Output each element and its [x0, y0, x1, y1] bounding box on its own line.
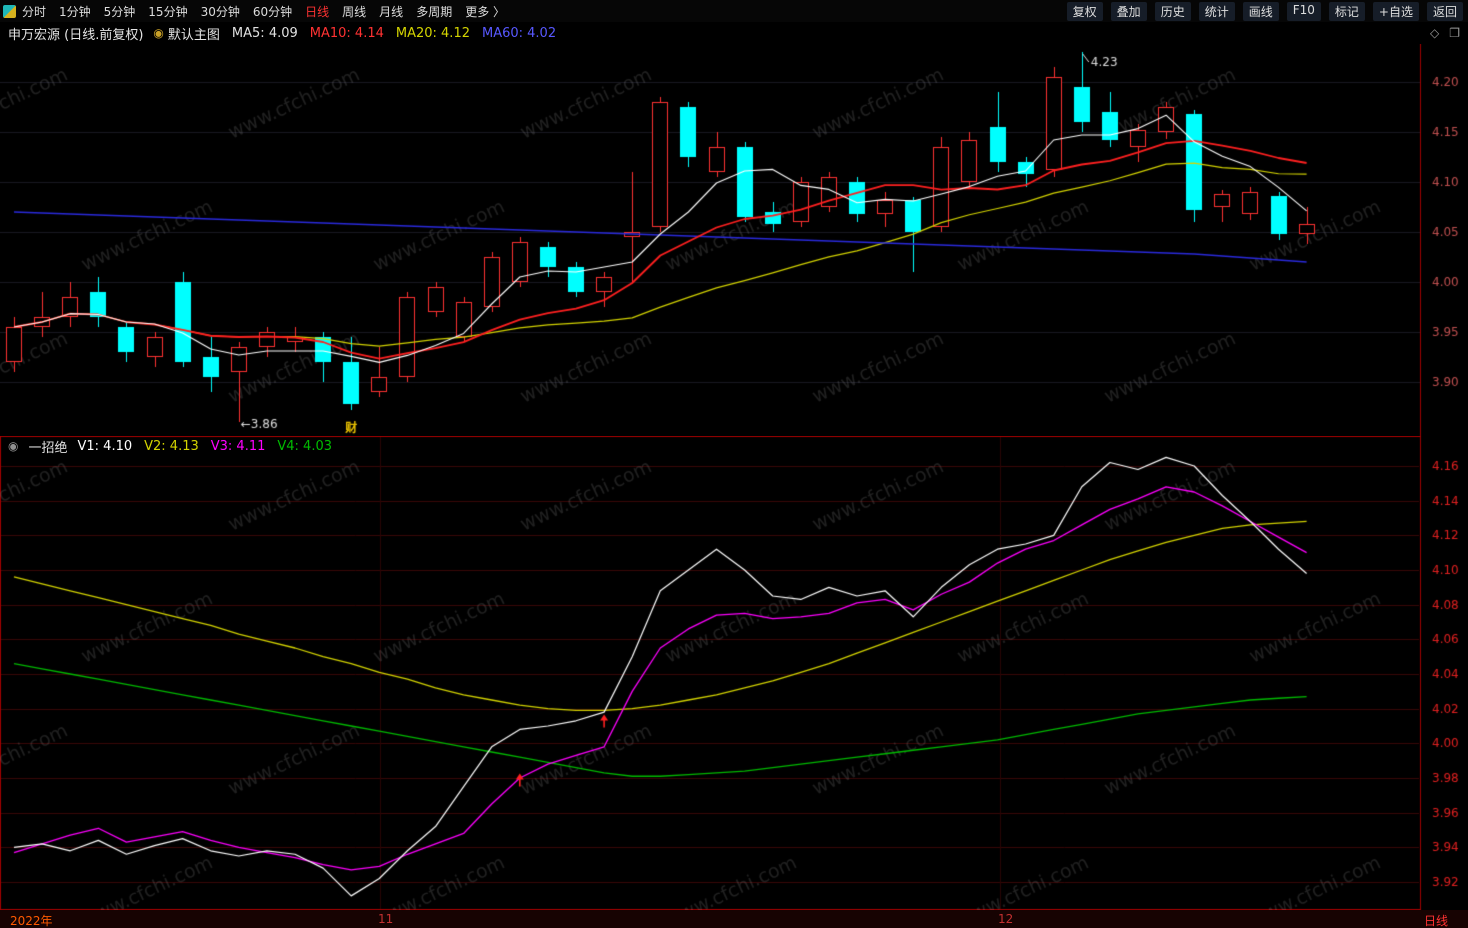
indicator-icon[interactable]: ◉ — [8, 439, 19, 453]
ma-label-4: MA60: 4.02 — [481, 25, 557, 41]
indicator-value-3: V3: 4.11 — [210, 438, 266, 454]
symbol-title: 申万宏源 (日线.前复权) — [8, 27, 144, 43]
toolbar-action-3[interactable]: 历史 — [1154, 1, 1191, 21]
period-tab-1[interactable]: 分时 — [22, 4, 47, 19]
sub-indicator-name[interactable]: 一招绝 — [28, 440, 68, 456]
period-tab-3[interactable]: 5分钟 — [103, 4, 136, 19]
toolbar-action-8[interactable]: +自选 — [1372, 1, 1419, 21]
toolbar-actions: 复权 叠加 历史 统计 画线 F10 标记 +自选 返回 — [1066, 1, 1463, 21]
top-toolbar: 分时 1分钟 5分钟 15分钟 30分钟 60分钟 日线 周线 月线 多周期 更多 〉 复权 叠加 历史… — [0, 0, 1468, 23]
indicator-value-4: V4: 4.03 — [277, 438, 332, 454]
period-tab-10[interactable]: 多周期 — [416, 4, 453, 19]
toolbar-action-5[interactable]: 画线 — [1242, 1, 1279, 21]
toolbar-action-6[interactable]: F10 — [1286, 1, 1321, 21]
main-chart-header: 申万宏源 (日线.前复权) ◉ 默认主图 MA5: 4.09 MA10: 4.14… — [0, 22, 1468, 44]
main-candlestick-chart[interactable] — [0, 44, 1468, 436]
x-axis-label-2: 11 — [378, 912, 394, 926]
ma-label-3: MA20: 4.12 — [395, 25, 470, 41]
toolbar-action-4[interactable]: 统计 — [1198, 1, 1235, 21]
indicator-selector-icon[interactable]: ◉ — [153, 26, 164, 40]
period-tab-9[interactable]: 月线 — [379, 4, 404, 19]
window-icons: ◇ ❐ — [1430, 26, 1460, 40]
toolbar-action-9[interactable]: 返回 — [1426, 1, 1463, 21]
period-tab-5[interactable]: 30分钟 — [200, 4, 240, 19]
app-logo-icon[interactable] — [3, 4, 16, 18]
main-indicator-name[interactable]: 默认主图 — [167, 27, 220, 43]
x-axis-bar: 2022年 11 12 日线 — [0, 910, 1468, 928]
period-tab-11[interactable]: 更多 〉 — [465, 4, 506, 19]
x-axis-period-label: 日线 — [1424, 914, 1449, 928]
period-tab-7[interactable]: 日线 — [305, 4, 330, 19]
indicator-chart[interactable] — [0, 436, 1468, 910]
period-tab-4[interactable]: 15分钟 — [148, 4, 188, 19]
period-tab-8[interactable]: 周线 — [342, 4, 367, 19]
x-axis-label-1: 2022年 — [10, 914, 53, 928]
toolbar-action-1[interactable]: 复权 — [1066, 1, 1103, 21]
period-tab-2[interactable]: 1分钟 — [59, 4, 91, 19]
window-icon-1[interactable]: ◇ — [1430, 26, 1440, 40]
x-axis-label-3: 12 — [998, 912, 1014, 926]
toolbar-action-7[interactable]: 标记 — [1328, 1, 1365, 21]
period-tabs: 分时 1分钟 5分钟 15分钟 30分钟 60分钟 日线 周线 月线 多周期 更多 〉 — [22, 3, 505, 20]
ma-legend: MA5: 4.09 MA10: 4.14 MA20: 4.12 MA60: 4.02 — [232, 26, 556, 41]
ma-label-2: MA10: 4.14 — [309, 25, 384, 41]
indicator-value-1: V1: 4.10 — [77, 438, 133, 454]
indicator-header: ◉ 一招绝 V1: 4.10 V2: 4.13 V3: 4.11 V4: 4.03 — [8, 438, 333, 456]
window-icon-2[interactable]: ❐ — [1449, 26, 1460, 40]
ma-label-1: MA5: 4.09 — [231, 25, 298, 41]
indicator-value-2: V2: 4.13 — [144, 438, 199, 454]
indicator-legend: V1: 4.10 V2: 4.13 V3: 4.11 V4: 4.03 — [78, 439, 333, 454]
period-tab-6[interactable]: 60分钟 — [252, 4, 293, 19]
toolbar-action-2[interactable]: 叠加 — [1110, 1, 1147, 21]
